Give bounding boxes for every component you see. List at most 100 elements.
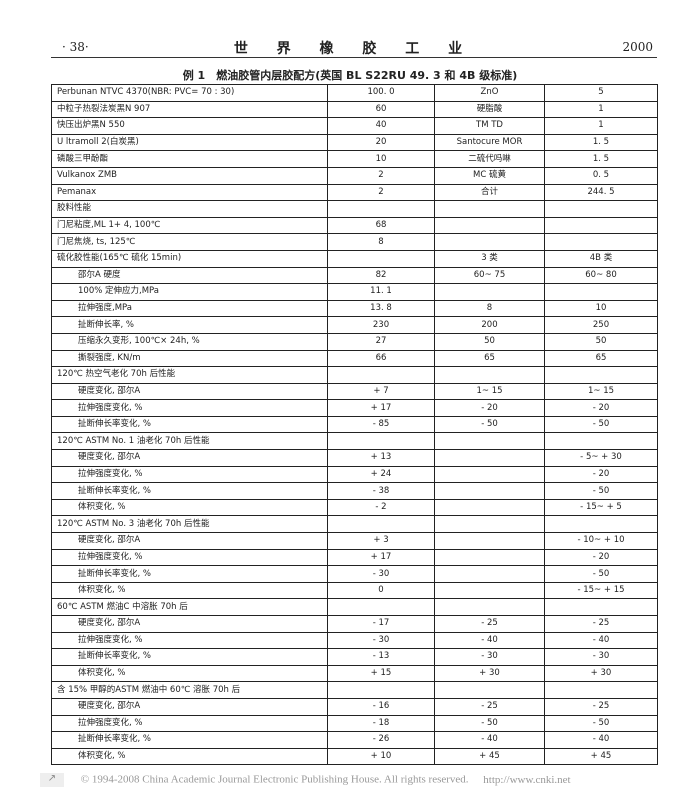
- cell-value: 100. 0: [327, 84, 435, 102]
- cell-value: [327, 515, 435, 534]
- table-row: 硫化胶性能(165℃ 硫化 15min) 3 类 4B 类: [51, 249, 658, 268]
- cell-value: - 50: [544, 415, 658, 434]
- cell-value: + 30: [544, 664, 658, 683]
- running-header: · 38· 世 界 橡 胶 工 业 2000: [51, 40, 657, 58]
- cell-value: - 30: [327, 565, 435, 583]
- table-row: 门尼焦烧, ts, 125℃ 8: [51, 233, 658, 251]
- cell-value: - 18: [327, 714, 435, 733]
- table-row: 磷酸三甲酚酯 10 二硫代吗啉 1. 5: [51, 150, 658, 168]
- cell-value: [434, 681, 545, 699]
- cell-value: ZnO: [434, 84, 545, 102]
- cell-value: 65: [544, 349, 658, 368]
- cell-value: [544, 216, 658, 235]
- table-row: 60℃ ASTM 燃油C 中溶胀 70h 后: [51, 598, 658, 616]
- table-row: 120℃ ASTM No. 3 油老化 70h 后性能: [51, 515, 658, 534]
- cell-value: 10: [544, 299, 658, 318]
- cell-value: - 10~ + 10: [544, 532, 658, 550]
- table-row: 扯断伸长率, % 230 200 250: [51, 316, 658, 334]
- cell-value: 2: [327, 166, 435, 185]
- page-number: · 38·: [62, 40, 89, 54]
- table-row: 硬度变化, 邵尔A - 16- 25- 25: [51, 697, 658, 716]
- cell-value: 1. 5: [544, 150, 658, 168]
- row-label: 60℃ ASTM 燃油C 中溶胀 70h 后: [51, 598, 328, 616]
- row-label: 扯断伸长率变化, %: [51, 648, 328, 666]
- cell-value: [434, 548, 545, 567]
- row-label: 120℃ ASTM No. 3 油老化 70h 后性能: [51, 515, 328, 534]
- cell-value: 60: [327, 100, 435, 119]
- cell-value: [327, 366, 435, 384]
- table-row: 门尼粘度,ML 1+ 4, 100℃ 68: [51, 216, 658, 235]
- row-label: Vulkanox ZMB: [51, 166, 328, 185]
- row-label: 快压出炉黑N 550: [51, 117, 328, 135]
- footer-url[interactable]: http://www.cnki.net: [483, 773, 571, 786]
- cell-value: [327, 200, 435, 218]
- row-label: 100% 定伸应力,MPa: [51, 283, 328, 301]
- cell-value: [434, 465, 545, 484]
- cell-value: - 40: [544, 731, 658, 749]
- cell-value: 0. 5: [544, 166, 658, 185]
- table-row: Pemanax 2 合计 244. 5: [51, 183, 658, 202]
- row-label: 硫化胶性能(165℃ 硫化 15min): [51, 249, 328, 268]
- cell-value: [544, 366, 658, 384]
- cell-value: [434, 498, 545, 517]
- cell-value: 244. 5: [544, 183, 658, 202]
- cell-value: [544, 598, 658, 616]
- row-label: 磷酸三甲酚酯: [51, 150, 328, 168]
- cell-value: [434, 233, 545, 251]
- row-label: 体积变化, %: [51, 498, 328, 517]
- row-label: 拉伸强度变化, %: [51, 548, 328, 567]
- table-row: Vulkanox ZMB 2 MC 硫黄 0. 5: [51, 166, 658, 185]
- table-row: 体积变化, % + 10 + 45 + 45: [51, 747, 658, 766]
- cell-value: 60~ 80: [544, 266, 658, 285]
- cell-value: 10: [327, 150, 435, 168]
- table-row: 体积变化, % + 15 + 30 + 30: [51, 664, 658, 683]
- table-row: 硬度变化, 邵尔A + 7 1~ 15 1~ 15: [51, 382, 658, 401]
- cell-value: - 17: [327, 615, 435, 633]
- row-label: 硬度变化, 邵尔A: [51, 382, 328, 401]
- table-row: 体积变化, % 0 - 15~ + 15: [51, 581, 658, 600]
- cell-value: 4B 类: [544, 249, 658, 268]
- row-label: 压缩永久变形, 100℃× 24h, %: [51, 332, 328, 351]
- cell-value: + 17: [327, 399, 435, 417]
- cell-value: [327, 432, 435, 451]
- cell-value: 230: [327, 316, 435, 334]
- cell-value: + 45: [544, 747, 658, 766]
- cell-value: TM TD: [434, 117, 545, 135]
- cell-value: 1: [544, 100, 658, 119]
- cell-value: - 40: [434, 631, 545, 650]
- cell-value: - 50: [544, 565, 658, 583]
- row-label: 拉伸强度变化, %: [51, 399, 328, 417]
- table-caption: 例 1 燃油胶管内层胶配方(英国 BL S22RU 49. 3 和 4B 级标准…: [182, 69, 518, 82]
- footer: ↗ © 1994-2008 China Academic Journal Ele…: [40, 773, 700, 787]
- row-label: 120℃ 热空气老化 70h 后性能: [51, 366, 328, 384]
- cell-value: - 15~ + 15: [544, 581, 658, 600]
- cell-value: 1. 5: [544, 133, 658, 152]
- cell-value: + 45: [434, 747, 545, 766]
- table-row: 含 15% 甲醇的ASTM 燃油中 60℃ 溶胀 70h 后: [51, 681, 658, 699]
- cell-value: [544, 681, 658, 699]
- cell-value: 2: [327, 183, 435, 202]
- cell-value: [434, 598, 545, 616]
- cell-value: 250: [544, 316, 658, 334]
- table-row: U ltramoll 2(白炭黑) 20 Santocure MOR 1. 5: [51, 133, 658, 152]
- cell-value: [434, 449, 545, 467]
- row-label: 扯断伸长率, %: [51, 316, 328, 334]
- row-label: 中粒子热裂法炭黑N 907: [51, 100, 328, 119]
- row-label: 拉伸强度变化, %: [51, 631, 328, 650]
- table-row: 硬度变化, 邵尔A + 3 - 10~ + 10: [51, 532, 658, 550]
- cell-value: [434, 200, 545, 218]
- cell-value: [434, 515, 545, 534]
- cell-value: 合计: [434, 183, 545, 202]
- cell-value: 65: [434, 349, 545, 368]
- copyright-text: © 1994-2008 China Academic Journal Elect…: [80, 773, 469, 786]
- cell-value: 3 类: [434, 249, 545, 268]
- cell-value: - 13: [327, 648, 435, 666]
- cell-value: 5: [544, 84, 658, 102]
- row-label: 门尼粘度,ML 1+ 4, 100℃: [51, 216, 328, 235]
- cell-value: - 50: [544, 482, 658, 500]
- cell-value: 27: [327, 332, 435, 351]
- cell-value: - 16: [327, 697, 435, 716]
- cell-value: [544, 283, 658, 301]
- cell-value: - 20: [544, 548, 658, 567]
- table-row: 拉伸强度变化, % + 17 - 20: [51, 548, 658, 567]
